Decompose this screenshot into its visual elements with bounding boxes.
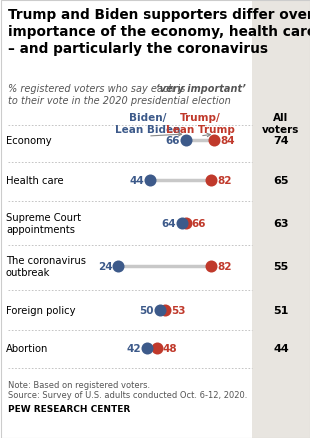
Text: 82: 82 [217, 176, 232, 186]
Point [154, 345, 159, 352]
Text: Lean Biden: Lean Biden [115, 125, 181, 135]
Text: Note: Based on registered voters.: Note: Based on registered voters. [8, 380, 150, 389]
Text: ‘very important’: ‘very important’ [156, 84, 246, 94]
Text: voters: voters [262, 125, 300, 135]
Text: Trump/: Trump/ [179, 113, 220, 123]
Text: Biden/: Biden/ [129, 113, 167, 123]
Text: 74: 74 [273, 136, 289, 146]
Text: 65: 65 [273, 176, 289, 186]
Text: 63: 63 [273, 219, 289, 229]
Text: 42: 42 [126, 343, 141, 353]
Text: 84: 84 [220, 136, 235, 146]
Text: Supreme Court
appointments: Supreme Court appointments [6, 213, 81, 234]
Point [145, 345, 150, 352]
Point [183, 137, 188, 144]
Text: to their vote in the 2020 presidential election: to their vote in the 2020 presidential e… [8, 96, 231, 106]
Text: 44: 44 [130, 176, 144, 186]
Text: The coronavirus
outbreak: The coronavirus outbreak [6, 256, 86, 277]
Point [180, 220, 185, 227]
Text: 51: 51 [273, 305, 289, 315]
Text: Foreign policy: Foreign policy [6, 305, 76, 315]
Bar [252, 0, 310, 438]
Text: 66: 66 [165, 136, 179, 146]
Text: % registered voters who say each is: % registered voters who say each is [8, 84, 188, 94]
Text: Lean Trump: Lean Trump [166, 125, 234, 135]
Text: Economy: Economy [6, 136, 52, 146]
Text: 24: 24 [98, 261, 113, 272]
Point [209, 263, 214, 270]
Text: Source: Survey of U.S. adults conducted Oct. 6-12, 2020.: Source: Survey of U.S. adults conducted … [8, 390, 247, 399]
Text: 82: 82 [217, 261, 232, 272]
Point [157, 307, 162, 314]
Point [116, 263, 121, 270]
Text: Abortion: Abortion [6, 343, 48, 353]
Text: 50: 50 [140, 305, 154, 315]
Point [162, 307, 167, 314]
Point [183, 220, 188, 227]
Text: 44: 44 [273, 343, 289, 353]
Text: 53: 53 [171, 305, 185, 315]
Text: Health care: Health care [6, 176, 64, 186]
Text: PEW RESEARCH CENTER: PEW RESEARCH CENTER [8, 404, 130, 413]
Text: 48: 48 [163, 343, 177, 353]
Point [209, 177, 214, 184]
Point [148, 177, 153, 184]
Text: 55: 55 [273, 261, 289, 272]
Point [212, 137, 217, 144]
Text: Trump and Biden supporters differ over
importance of the economy, health care
– : Trump and Biden supporters differ over i… [8, 8, 310, 55]
Text: All: All [273, 113, 289, 123]
Text: 66: 66 [192, 219, 206, 229]
Text: 64: 64 [162, 219, 176, 229]
